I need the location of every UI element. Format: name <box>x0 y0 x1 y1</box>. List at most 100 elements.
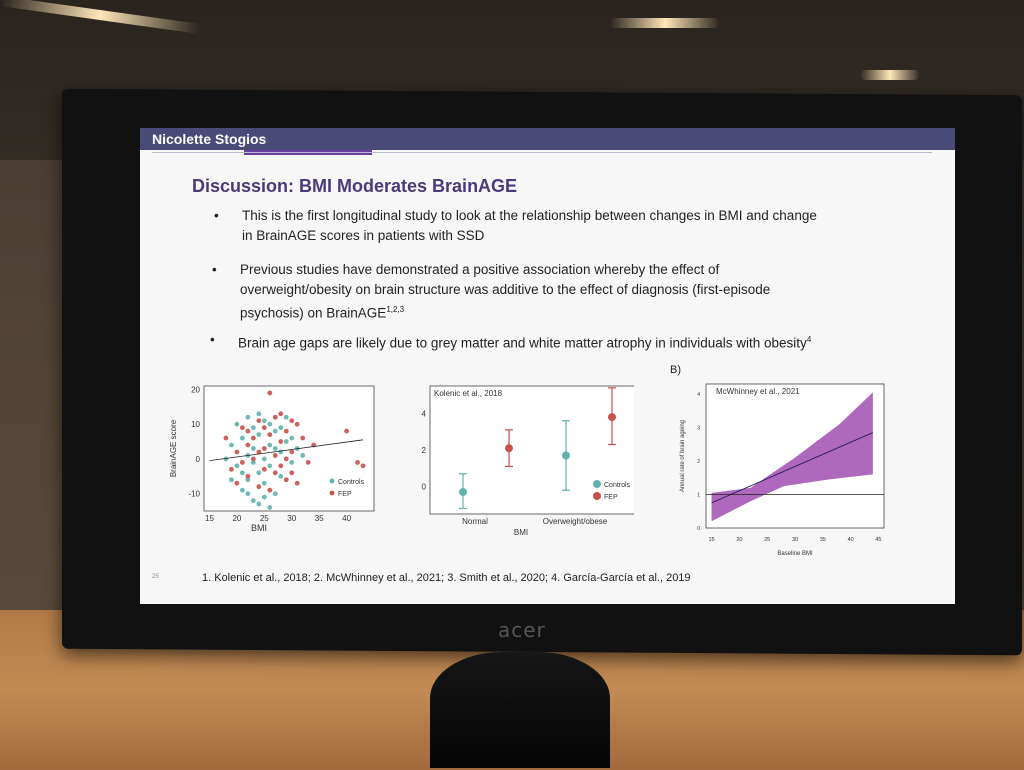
regression-line <box>711 432 874 504</box>
fep-point <box>234 480 240 486</box>
controls-point <box>250 498 256 503</box>
x-tick-label: 15 <box>709 537 715 543</box>
controls-point <box>283 414 289 420</box>
controls-point <box>234 421 240 427</box>
x-tick-label: 35 <box>820 537 826 543</box>
fep-point <box>278 439 284 444</box>
controls-mean-point <box>459 488 467 497</box>
chart-title: McWhinney et al., 2021 <box>716 387 800 396</box>
fep-point <box>289 418 295 424</box>
x-tick-label: Normal <box>462 517 488 526</box>
controls-point <box>239 487 245 493</box>
controls-mean-point <box>562 451 570 460</box>
fep-point <box>355 459 360 465</box>
fep-point <box>267 432 273 438</box>
page-number: 25 <box>152 574 159 580</box>
y-axis-label: Annual rate of brain ageing <box>680 420 686 492</box>
controls-point <box>250 459 256 465</box>
scatter-chart-brainage: 20 10 0 -10 15 20 25 30 35 40 BMI BrainAGE score Con… <box>169 385 375 533</box>
controls-point <box>272 446 278 451</box>
x-axis-label: Baseline BMI <box>777 551 813 557</box>
controls-point <box>234 463 240 469</box>
y-tick-label: 2 <box>697 459 700 465</box>
fep-point <box>234 449 240 455</box>
controls-point <box>250 446 256 451</box>
fep-point <box>245 428 251 434</box>
y-tick-label: 1 <box>697 493 700 499</box>
fep-mean-point <box>608 413 616 422</box>
fep-point <box>289 470 295 476</box>
y-tick-label: 10 <box>191 420 200 429</box>
fep-point <box>250 456 256 462</box>
controls-point <box>256 411 262 417</box>
y-tick-label: -10 <box>188 490 200 499</box>
fep-point <box>300 435 306 441</box>
ceiling-light <box>0 0 200 34</box>
controls-point <box>267 421 273 427</box>
fep-point <box>272 453 278 458</box>
plot-frame <box>203 385 375 512</box>
fep-point <box>344 428 349 434</box>
legend-marker <box>329 478 335 484</box>
kolenic-errorbar-chart: Kolenic et al., 2018 4 2 0 Normal Overweight/… <box>422 385 634 537</box>
fep-point <box>239 425 245 431</box>
x-tick-label: 30 <box>287 514 296 523</box>
controls-point <box>223 456 229 462</box>
legend-label: Controls <box>604 482 631 489</box>
monitor-brand-logo: acer <box>498 618 546 642</box>
controls-point <box>261 480 267 486</box>
presentation-slide: Nicolette Stogios Discussion: BMI Modera… <box>140 128 955 604</box>
fep-point <box>305 459 311 465</box>
fep-point <box>245 473 251 479</box>
fep-point <box>267 390 273 396</box>
controls-point <box>261 418 267 424</box>
y-tick-label: 0 <box>196 455 201 464</box>
controls-point <box>267 463 273 469</box>
fep-point <box>289 449 295 455</box>
fep-point <box>272 470 278 476</box>
x-tick-label: 20 <box>232 514 241 523</box>
y-tick-label: 0 <box>697 526 700 532</box>
slide-header: Nicolette Stogios <box>140 128 955 150</box>
slide-title: Discussion: BMI Moderates BrainAGE <box>192 176 518 196</box>
controls-point <box>278 425 284 431</box>
fep-point <box>278 463 284 469</box>
y-tick-label: 0 <box>422 483 427 492</box>
fep-point <box>261 446 267 451</box>
y-tick-label: 20 <box>191 385 200 394</box>
fep-point <box>283 477 289 483</box>
bullet-3: • Brain age gaps are likely due to grey … <box>210 332 812 351</box>
controls-point <box>272 491 278 497</box>
fep-point <box>272 414 278 420</box>
y-tick-label: 3 <box>697 426 700 432</box>
trend-line <box>209 439 364 462</box>
controls-point <box>245 491 251 497</box>
fep-point <box>239 459 245 465</box>
x-tick-label: 15 <box>205 514 214 523</box>
controls-point <box>239 470 245 476</box>
fep-point <box>245 442 251 448</box>
chart-title: Kolenic et al., 2018 <box>434 389 503 398</box>
bullet-1: • This is the first longitudinal study t… <box>214 208 817 243</box>
controls-point <box>250 425 256 431</box>
legend-marker <box>593 480 601 488</box>
x-tick-label: 25 <box>764 537 770 543</box>
fep-point <box>223 435 229 441</box>
fep-point <box>250 435 256 441</box>
y-tick-label: 4 <box>422 409 427 418</box>
fep-point <box>256 418 262 424</box>
x-axis-label: BMI <box>251 523 267 533</box>
x-axis-label: BMI <box>514 528 528 537</box>
monitor-stand <box>430 652 610 768</box>
y-tick-label: 4 <box>697 392 700 398</box>
controls-point <box>229 442 234 448</box>
x-tick-label: 40 <box>848 537 854 543</box>
ceiling-light <box>610 18 720 28</box>
fep-point <box>256 449 262 455</box>
fep-point <box>229 466 234 472</box>
fep-mean-point <box>505 444 513 453</box>
y-axis-label: BrainAGE score <box>169 419 178 477</box>
controls-point <box>245 477 251 483</box>
legend-label: Controls <box>338 479 365 486</box>
